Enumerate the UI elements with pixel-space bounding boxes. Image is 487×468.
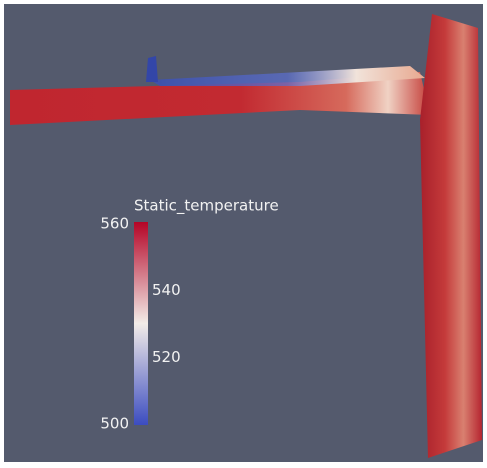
plate bbox=[420, 14, 482, 458]
legend-tick-label: 560 bbox=[100, 215, 129, 233]
legend-tick-label: 520 bbox=[152, 348, 181, 366]
legend-title: Static_temperature bbox=[134, 197, 279, 216]
legend-tick-label: 540 bbox=[152, 281, 181, 299]
color-bar bbox=[134, 222, 148, 425]
viewport: Static_temperature 560 540 520 500 bbox=[0, 0, 487, 468]
legend-tick-label: 500 bbox=[100, 415, 129, 433]
page: {"legend": {"title": "Static_temperature… bbox=[0, 0, 487, 468]
